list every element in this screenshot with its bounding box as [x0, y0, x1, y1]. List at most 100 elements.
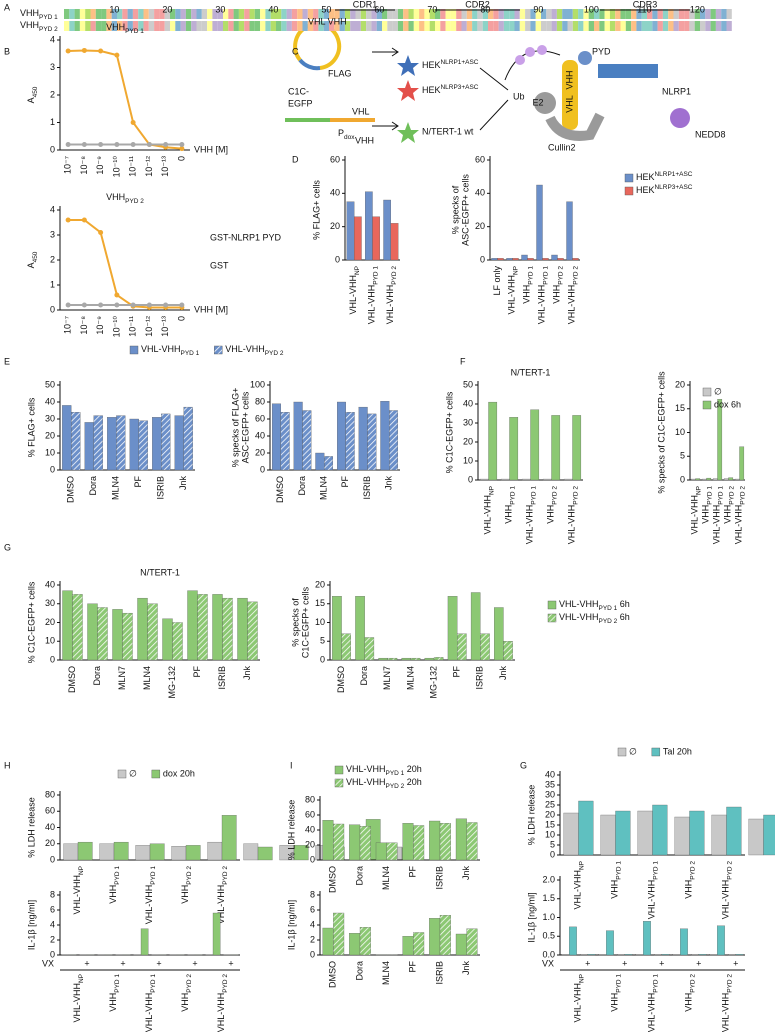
- schematic-label: HEKNLRP3+ASC: [422, 84, 479, 95]
- bar: [243, 843, 259, 861]
- residue: [408, 9, 414, 19]
- legend-label-after: 20h: [404, 777, 422, 787]
- schematic-label: C1C-: [288, 86, 309, 96]
- x-tick-label: VHL-VHHPYD 1: [537, 266, 550, 325]
- residue: [164, 21, 170, 31]
- legend-label-main: HEK: [636, 172, 655, 182]
- x-tick-label: ISRIB: [434, 866, 444, 890]
- x-tick-label: PF: [340, 476, 350, 488]
- y-tick-label: 6: [310, 904, 315, 914]
- x-tick-label: ISRIB: [362, 476, 372, 500]
- x-tick-label-sub: PYD 2: [573, 266, 580, 285]
- bar: [367, 413, 377, 471]
- x-tick-label-sub: NP: [489, 486, 496, 495]
- schematic-label: VHH: [564, 70, 574, 89]
- point: [179, 146, 185, 152]
- residue: [567, 9, 573, 19]
- schematic-label: FLAG: [328, 68, 352, 78]
- residue: [689, 21, 695, 31]
- residue: [726, 21, 732, 31]
- x-tick-label-main: VHH: [610, 880, 620, 899]
- bar: [62, 590, 73, 661]
- x-tick-label-sub: PYD 2: [727, 974, 734, 993]
- bar: [401, 657, 412, 661]
- residue: [636, 21, 642, 31]
- y-tick-label: 4: [310, 919, 315, 929]
- x-tick-label: VHL-VHHPYD 2: [385, 266, 398, 325]
- residue: [95, 9, 102, 19]
- residue: [562, 21, 568, 31]
- line: [68, 49, 182, 150]
- residue: [546, 9, 552, 19]
- bar: [172, 622, 183, 661]
- residue: [276, 21, 282, 31]
- x-tick-label: VHL-VHHPYD 2: [734, 486, 747, 545]
- residue: [228, 21, 234, 31]
- y-tick-label: 5: [680, 451, 685, 461]
- subcategory-label: +: [622, 958, 627, 968]
- residue: [435, 21, 441, 31]
- x-tick-label-main: VHH: [684, 993, 694, 1012]
- cullin: [545, 112, 605, 141]
- bar: [652, 804, 668, 856]
- subcategory-label: +: [733, 958, 738, 968]
- bar: [302, 410, 312, 471]
- residue: [429, 9, 435, 19]
- residue: [594, 9, 600, 19]
- y-tick-label: 0: [480, 254, 485, 264]
- x-tick-label: Jnk: [242, 666, 252, 681]
- residue: [143, 21, 149, 31]
- vhl-vhh: [562, 60, 578, 130]
- residue: [117, 9, 123, 19]
- x-tick-label: VHL-VHHNP: [72, 866, 85, 915]
- bar: [578, 800, 594, 856]
- y-axis-label: IL-1β [ng/ml]: [286, 900, 296, 950]
- residue: [170, 21, 176, 31]
- point: [98, 302, 104, 308]
- bar: [439, 823, 451, 861]
- x-tick-label: VHHPYD 2: [180, 866, 193, 904]
- x-tick-label: 10⁻¹⁰: [111, 156, 121, 178]
- residue: [270, 21, 276, 31]
- bar: [661, 954, 670, 956]
- y-tick-label: 0: [50, 949, 55, 959]
- residue: [318, 21, 324, 31]
- y-axis-label: % LDH release: [286, 800, 296, 861]
- legend-swatch: [702, 387, 712, 397]
- x-tick-label: Jnk: [461, 961, 471, 976]
- x-tick-label: VHHPYD 1: [610, 861, 623, 899]
- y-tick-label: 15: [545, 819, 555, 829]
- residue: [445, 21, 451, 31]
- residue: [482, 9, 488, 19]
- residue: [122, 9, 128, 19]
- schematic-label: NLRP1: [662, 86, 691, 96]
- residue: [588, 9, 594, 19]
- bar: [690, 478, 696, 481]
- y-tick-label: 10: [315, 617, 325, 627]
- x-tick-label-main: VHH: [546, 505, 556, 524]
- bar: [161, 413, 171, 471]
- nlrp1: [598, 64, 658, 78]
- ub: [537, 45, 547, 55]
- legend-label: VHL-VHHPYD 1: [141, 344, 200, 357]
- residue: [477, 9, 483, 19]
- residue: [265, 9, 271, 19]
- residue: [249, 21, 255, 31]
- residue: [159, 9, 165, 19]
- residue: [313, 9, 319, 19]
- residue: [392, 9, 398, 19]
- chart-title-sub: PYD 1: [125, 28, 144, 35]
- residue: [281, 9, 287, 19]
- subcategory-title: VX: [542, 958, 554, 968]
- x-tick-label: VHHPYD 2: [552, 266, 565, 304]
- bar: [122, 612, 133, 661]
- bar: [402, 936, 414, 956]
- y-tick-label: 0: [310, 854, 315, 864]
- y-tick-label: 0.0: [542, 949, 555, 959]
- residue: [694, 9, 700, 19]
- y-tick-label: 20: [315, 579, 325, 589]
- bar: [561, 954, 570, 956]
- residue: [95, 21, 102, 31]
- residue: [652, 9, 658, 19]
- bar: [162, 618, 173, 661]
